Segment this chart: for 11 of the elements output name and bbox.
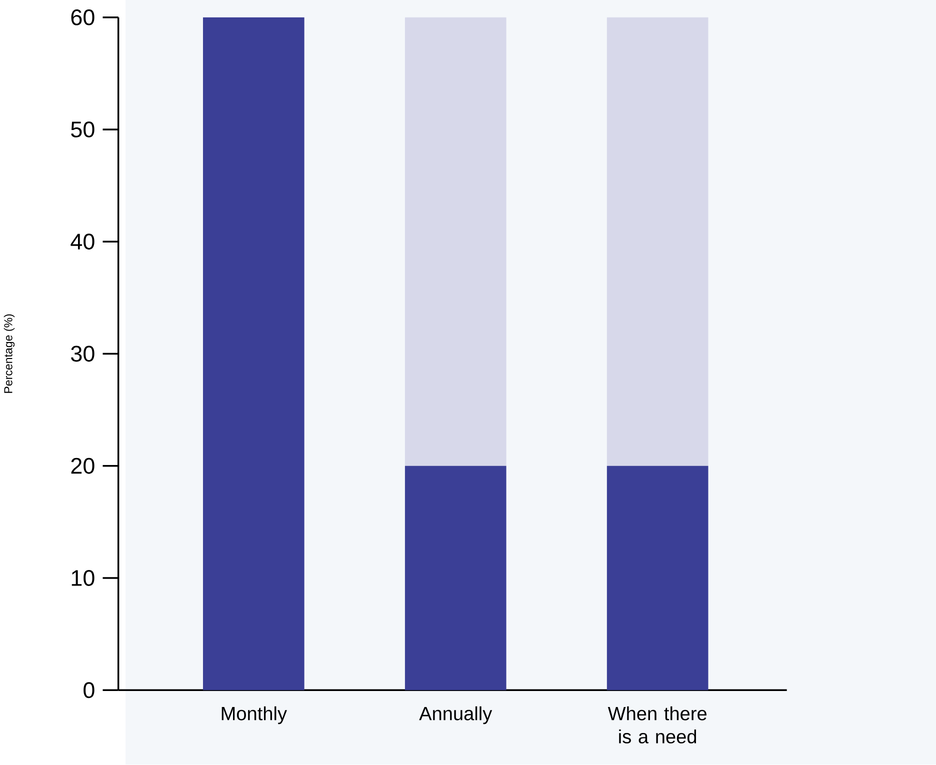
y-tick-label: 30	[71, 346, 94, 362]
y-tick-label: 60	[71, 10, 94, 26]
x-tick-label: When there is a need	[608, 706, 706, 744]
x-tick-label: Annually	[419, 706, 492, 724]
y-tick-label: 40	[70, 234, 94, 250]
y-axis-title: Percentage (%)	[4, 314, 15, 394]
y-tick-label: 50	[71, 122, 94, 138]
y-tick-label: 0	[84, 682, 94, 698]
y-tick-label: 10	[72, 570, 94, 586]
y-tick-label: 20	[71, 458, 94, 474]
x-tick-label: Monthly	[222, 706, 287, 724]
